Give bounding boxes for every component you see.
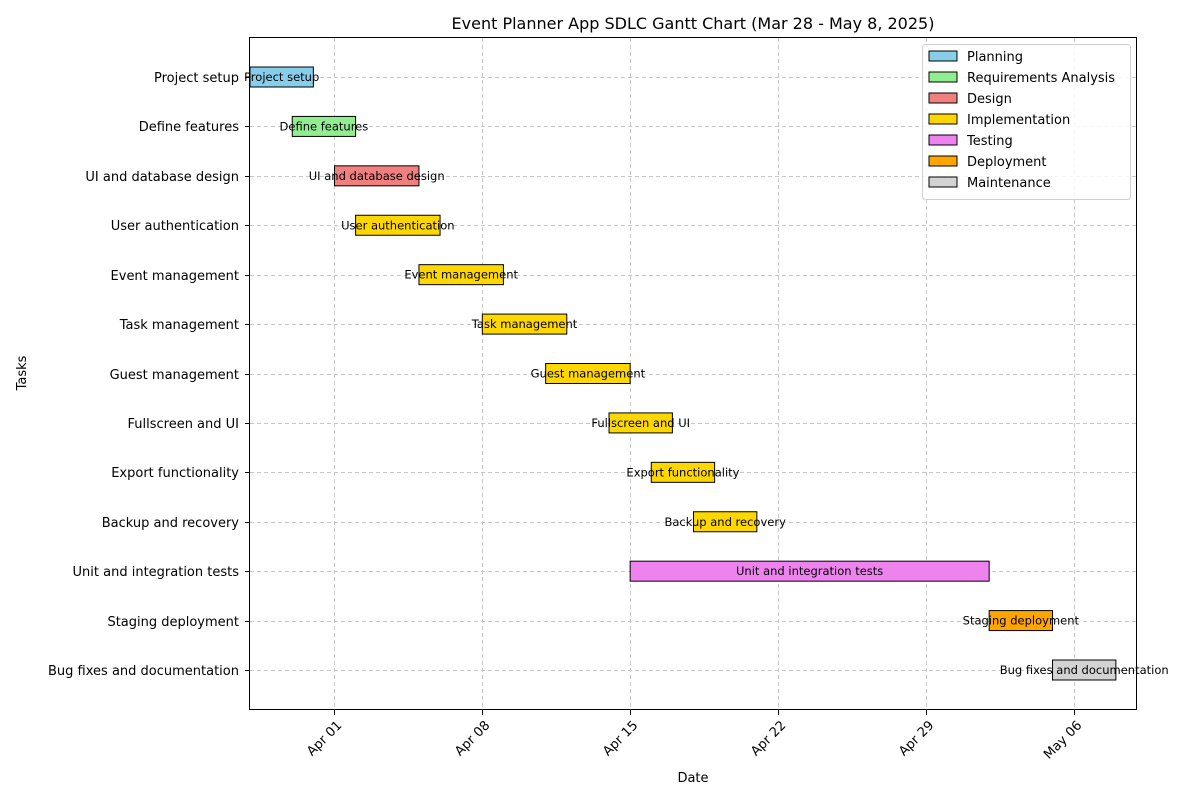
bar-layer: Project setup Define features UI and datab… xyxy=(244,66,1169,681)
task-bar-label: Bug fixes and documentation xyxy=(1000,663,1169,677)
task-bar xyxy=(629,560,990,582)
y-tick-label: Backup and recovery xyxy=(102,516,240,531)
task-bar xyxy=(333,165,420,187)
chart-title: Event Planner App SDLC Gantt Chart (Mar … xyxy=(452,14,935,33)
task-bar xyxy=(355,214,441,236)
y-tick-label: Guest management xyxy=(110,368,239,383)
task-bar-label: User authentication xyxy=(341,218,454,232)
legend-swatch xyxy=(928,113,958,125)
task-bar xyxy=(988,610,1054,632)
legend-label: Testing xyxy=(966,134,1013,149)
task-bar xyxy=(650,461,716,483)
legend-swatch xyxy=(928,71,958,83)
y-tick-label: Define features xyxy=(139,120,240,135)
legend-label: Deployment xyxy=(967,155,1047,170)
task-bar xyxy=(291,115,357,137)
task-bar xyxy=(608,412,673,434)
y-tick-label: Bug fixes and documentation xyxy=(48,664,239,679)
y-tick-label: Task management xyxy=(119,318,239,333)
y-tick-label: UI and database design xyxy=(85,170,239,185)
legend: Planning Requirements Analysis Design Imple… xyxy=(922,44,1131,200)
task-bar-label: Staging deployment xyxy=(963,614,1080,628)
y-axis-label: Tasks xyxy=(15,355,30,391)
task-bar xyxy=(1052,659,1117,681)
legend-swatch xyxy=(928,134,958,146)
plot-frame xyxy=(249,37,1137,710)
legend-label: Maintenance xyxy=(967,176,1051,191)
task-bar-label: Backup and recovery xyxy=(664,515,786,529)
task-bar-label: Unit and integration tests xyxy=(736,564,883,578)
task-bar-label: Define features xyxy=(280,119,369,133)
legend-swatch xyxy=(928,92,958,104)
legend-label: Design xyxy=(967,92,1012,107)
task-bar-label: Fullscreen and UI xyxy=(591,416,690,430)
legend-label: Requirements Analysis xyxy=(967,71,1115,86)
task-bar xyxy=(481,313,568,335)
task-bar-label: UI and database design xyxy=(309,169,445,183)
task-bar-label: Event management xyxy=(404,268,518,282)
task-bar-label: Guest management xyxy=(531,367,646,381)
legend-swatch xyxy=(928,155,958,167)
legend-swatch xyxy=(928,176,958,188)
y-axis: Project setup Define features UI and datab… xyxy=(48,71,250,679)
legend-label: Implementation xyxy=(967,113,1070,128)
y-tick-label: User authentication xyxy=(111,219,239,234)
task-bar xyxy=(693,511,758,533)
task-bar xyxy=(545,363,631,384)
legend-box xyxy=(922,44,1131,200)
y-tick-label: Unit and integration tests xyxy=(73,565,240,580)
x-axis-label: Date xyxy=(677,771,708,786)
task-bar xyxy=(418,264,504,286)
y-tick-label: Staging deployment xyxy=(107,615,239,630)
task-bar-label: Task management xyxy=(471,317,578,331)
y-tick-label: Fullscreen and UI xyxy=(127,417,239,432)
y-tick-label: Event management xyxy=(111,269,239,284)
legend-label: Planning xyxy=(967,50,1023,65)
task-bar-label: Export functionality xyxy=(626,465,739,479)
legend-swatch xyxy=(928,50,958,62)
y-tick-label: Export functionality xyxy=(111,466,239,481)
y-tick-label: Project setup xyxy=(154,71,239,86)
task-bar-label: Project setup xyxy=(244,70,319,84)
